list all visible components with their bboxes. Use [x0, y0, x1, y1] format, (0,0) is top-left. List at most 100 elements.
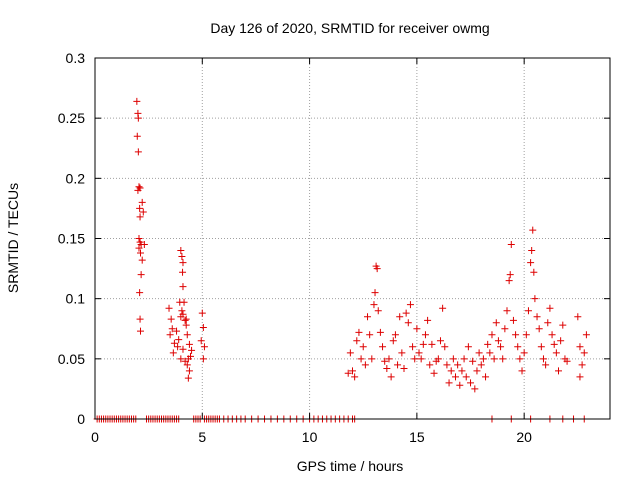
data-point — [198, 309, 206, 317]
data-point — [479, 355, 487, 363]
data-point — [578, 361, 586, 369]
data-point — [167, 315, 175, 323]
data-point — [475, 349, 483, 357]
data-point — [580, 349, 588, 357]
x-tick-label: 0 — [91, 429, 99, 445]
data-point — [509, 316, 517, 324]
data-point — [133, 132, 141, 140]
data-point — [505, 277, 513, 285]
data-point — [486, 349, 494, 357]
data-point — [434, 355, 442, 363]
data-point — [135, 244, 143, 252]
data-point — [381, 357, 389, 365]
data-point — [368, 355, 376, 363]
data-point — [371, 289, 379, 297]
data-point — [460, 355, 468, 363]
data-point — [539, 355, 547, 363]
data-point — [199, 355, 207, 363]
axis-ticks — [94, 57, 610, 420]
x-tick-label: 5 — [198, 429, 206, 445]
data-point — [499, 355, 507, 363]
data-point — [376, 328, 384, 336]
data-point — [136, 289, 144, 297]
plot-frame — [94, 57, 611, 420]
x-tick-label: 20 — [516, 429, 532, 445]
data-point — [183, 361, 191, 369]
data-point — [529, 226, 537, 234]
data-point — [497, 343, 505, 351]
data-point — [530, 268, 538, 276]
data-point — [168, 325, 176, 333]
y-axis-label: SRMTID / TECUs — [5, 183, 21, 293]
x-tick-label: 10 — [302, 429, 318, 445]
data-point — [179, 283, 187, 291]
data-point — [137, 271, 145, 279]
data-point — [441, 343, 449, 351]
data-point — [462, 373, 470, 381]
data-point — [409, 343, 417, 351]
data-point — [396, 313, 404, 321]
data-point — [415, 349, 423, 357]
data-point — [349, 367, 356, 375]
data-point — [136, 315, 144, 323]
data-point — [506, 271, 514, 279]
data-point — [178, 253, 186, 261]
data-point — [379, 343, 387, 351]
data-point — [542, 361, 550, 369]
data-point — [488, 331, 496, 339]
data-point — [197, 337, 205, 345]
data-point — [134, 148, 142, 156]
data-point — [346, 349, 354, 357]
data-point — [546, 304, 554, 312]
data-point — [184, 374, 192, 382]
data-point — [528, 247, 536, 255]
data-point — [136, 204, 144, 212]
data-point — [421, 331, 429, 339]
data-point — [490, 355, 498, 363]
data-point — [179, 345, 187, 353]
data-point — [344, 369, 352, 377]
data-point — [136, 213, 144, 221]
data-point — [518, 367, 526, 375]
data-point — [176, 298, 184, 306]
data-point — [166, 331, 174, 339]
data-point — [439, 304, 447, 312]
data-point — [522, 331, 530, 339]
data-point — [199, 324, 207, 332]
data-point — [445, 379, 453, 387]
data-point — [370, 301, 378, 309]
data-point — [411, 355, 419, 363]
data-point — [456, 381, 464, 389]
tick-labels: 0 5 10 15 20 0 0.05 0.1 0.15 0.2 0.25 0.3 — [58, 50, 532, 445]
data-point — [559, 321, 567, 329]
data-point — [353, 337, 361, 345]
y-tick-label: 0 — [77, 411, 85, 427]
data-point — [398, 349, 406, 357]
x-axis-label: GPS time / hours — [297, 458, 404, 474]
chart-title: Day 126 of 2020, SRMTID for receiver owm… — [210, 20, 489, 36]
data-point — [179, 259, 187, 267]
data-point — [533, 313, 541, 321]
data-point — [178, 307, 186, 315]
data-point — [424, 316, 432, 324]
data-point — [165, 304, 173, 312]
data-point — [177, 247, 185, 255]
data-point — [494, 337, 502, 345]
data-point — [535, 325, 543, 333]
data-point — [200, 343, 208, 351]
data-point — [501, 325, 509, 333]
data-point — [557, 337, 565, 345]
data-point — [169, 349, 177, 357]
data-point — [404, 319, 412, 327]
data-point — [182, 315, 190, 323]
data-point — [402, 309, 410, 317]
data-point — [417, 355, 425, 363]
data-points — [93, 97, 590, 423]
data-point — [400, 364, 408, 372]
data-point — [179, 268, 187, 276]
data-point — [447, 367, 455, 375]
data-point — [136, 327, 144, 335]
data-point — [531, 295, 539, 303]
data-point — [537, 343, 545, 351]
data-point — [449, 355, 457, 363]
